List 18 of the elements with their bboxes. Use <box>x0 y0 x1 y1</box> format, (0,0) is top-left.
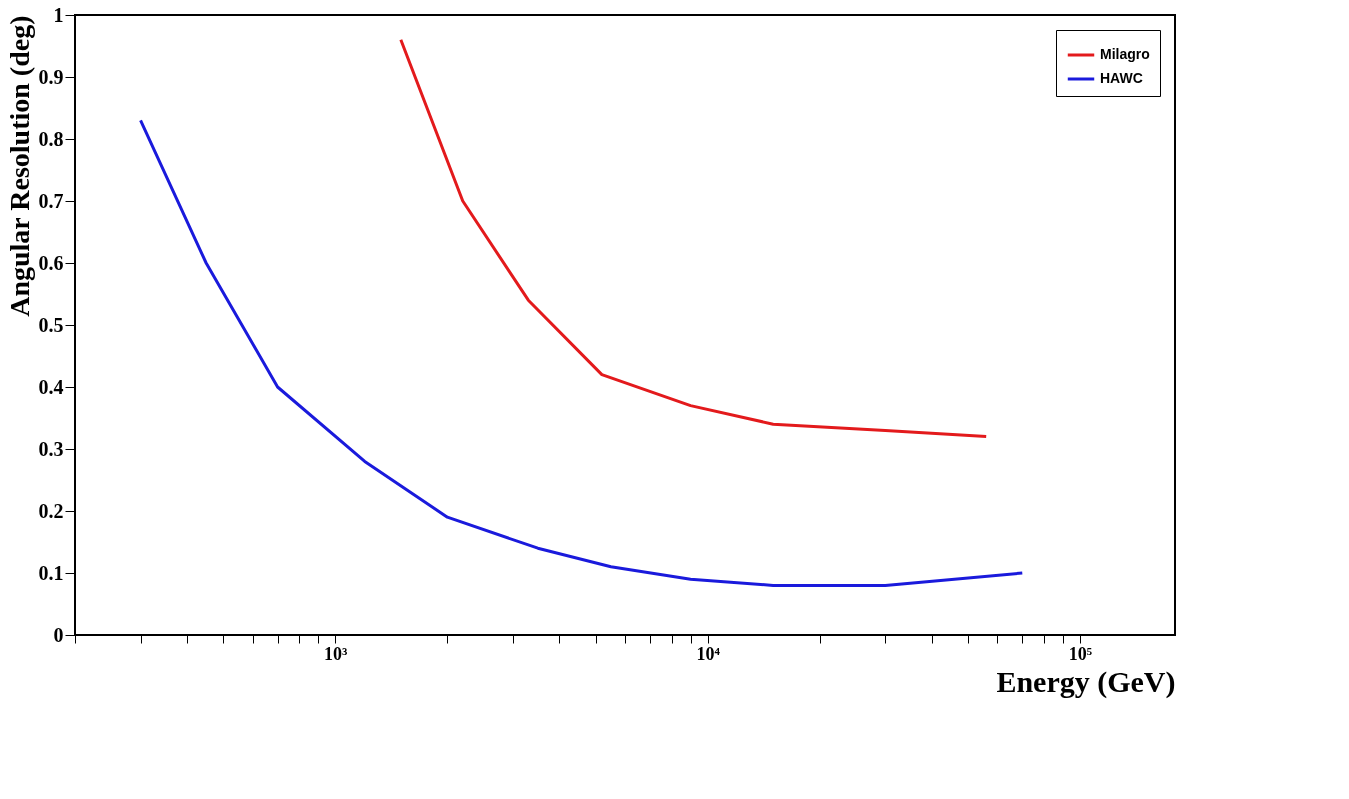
y-tick-label: 0.2 <box>38 499 64 522</box>
y-tick-label: 0.9 <box>38 65 64 88</box>
y-tick-label: 0.1 <box>38 561 64 584</box>
y-tick-label: 0.4 <box>38 375 64 398</box>
y-tick-label: 1 <box>53 3 64 26</box>
y-tick-label: 0.8 <box>38 127 64 150</box>
y-axis-title: Angular Resolution (deg) <box>3 15 35 317</box>
y-tick-label: 0.6 <box>38 251 64 274</box>
y-tick-label: 0.3 <box>38 437 64 460</box>
y-tick-label: 0.5 <box>38 313 64 336</box>
x-tick-label: 10³ <box>324 643 349 664</box>
y-tick-label: 0.7 <box>38 189 64 212</box>
x-tick-label: 10⁵ <box>1068 643 1093 664</box>
y-tick-label: 0 <box>53 623 64 646</box>
x-tick-label: 10⁴ <box>696 643 721 664</box>
x-axis-title: Energy (GeV) <box>996 664 1176 699</box>
legend-label: Milagro <box>1100 46 1150 62</box>
legend-label: HAWC <box>1100 70 1143 86</box>
